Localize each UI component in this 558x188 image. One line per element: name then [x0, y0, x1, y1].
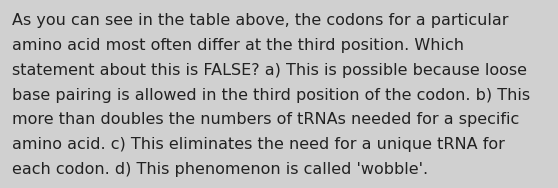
Text: amino acid. c) This eliminates the need for a unique tRNA for: amino acid. c) This eliminates the need …: [12, 137, 505, 152]
Text: amino acid most often differ at the third position. Which: amino acid most often differ at the thir…: [12, 38, 464, 53]
Text: more than doubles the numbers of tRNAs needed for a specific: more than doubles the numbers of tRNAs n…: [12, 112, 519, 127]
Text: statement about this is FALSE? a) This is possible because loose: statement about this is FALSE? a) This i…: [12, 63, 527, 78]
Text: As you can see in the table above, the codons for a particular: As you can see in the table above, the c…: [12, 13, 509, 28]
Text: each codon. d) This phenomenon is called 'wobble'.: each codon. d) This phenomenon is called…: [12, 162, 429, 177]
Text: base pairing is allowed in the third position of the codon. b) This: base pairing is allowed in the third pos…: [12, 88, 531, 103]
